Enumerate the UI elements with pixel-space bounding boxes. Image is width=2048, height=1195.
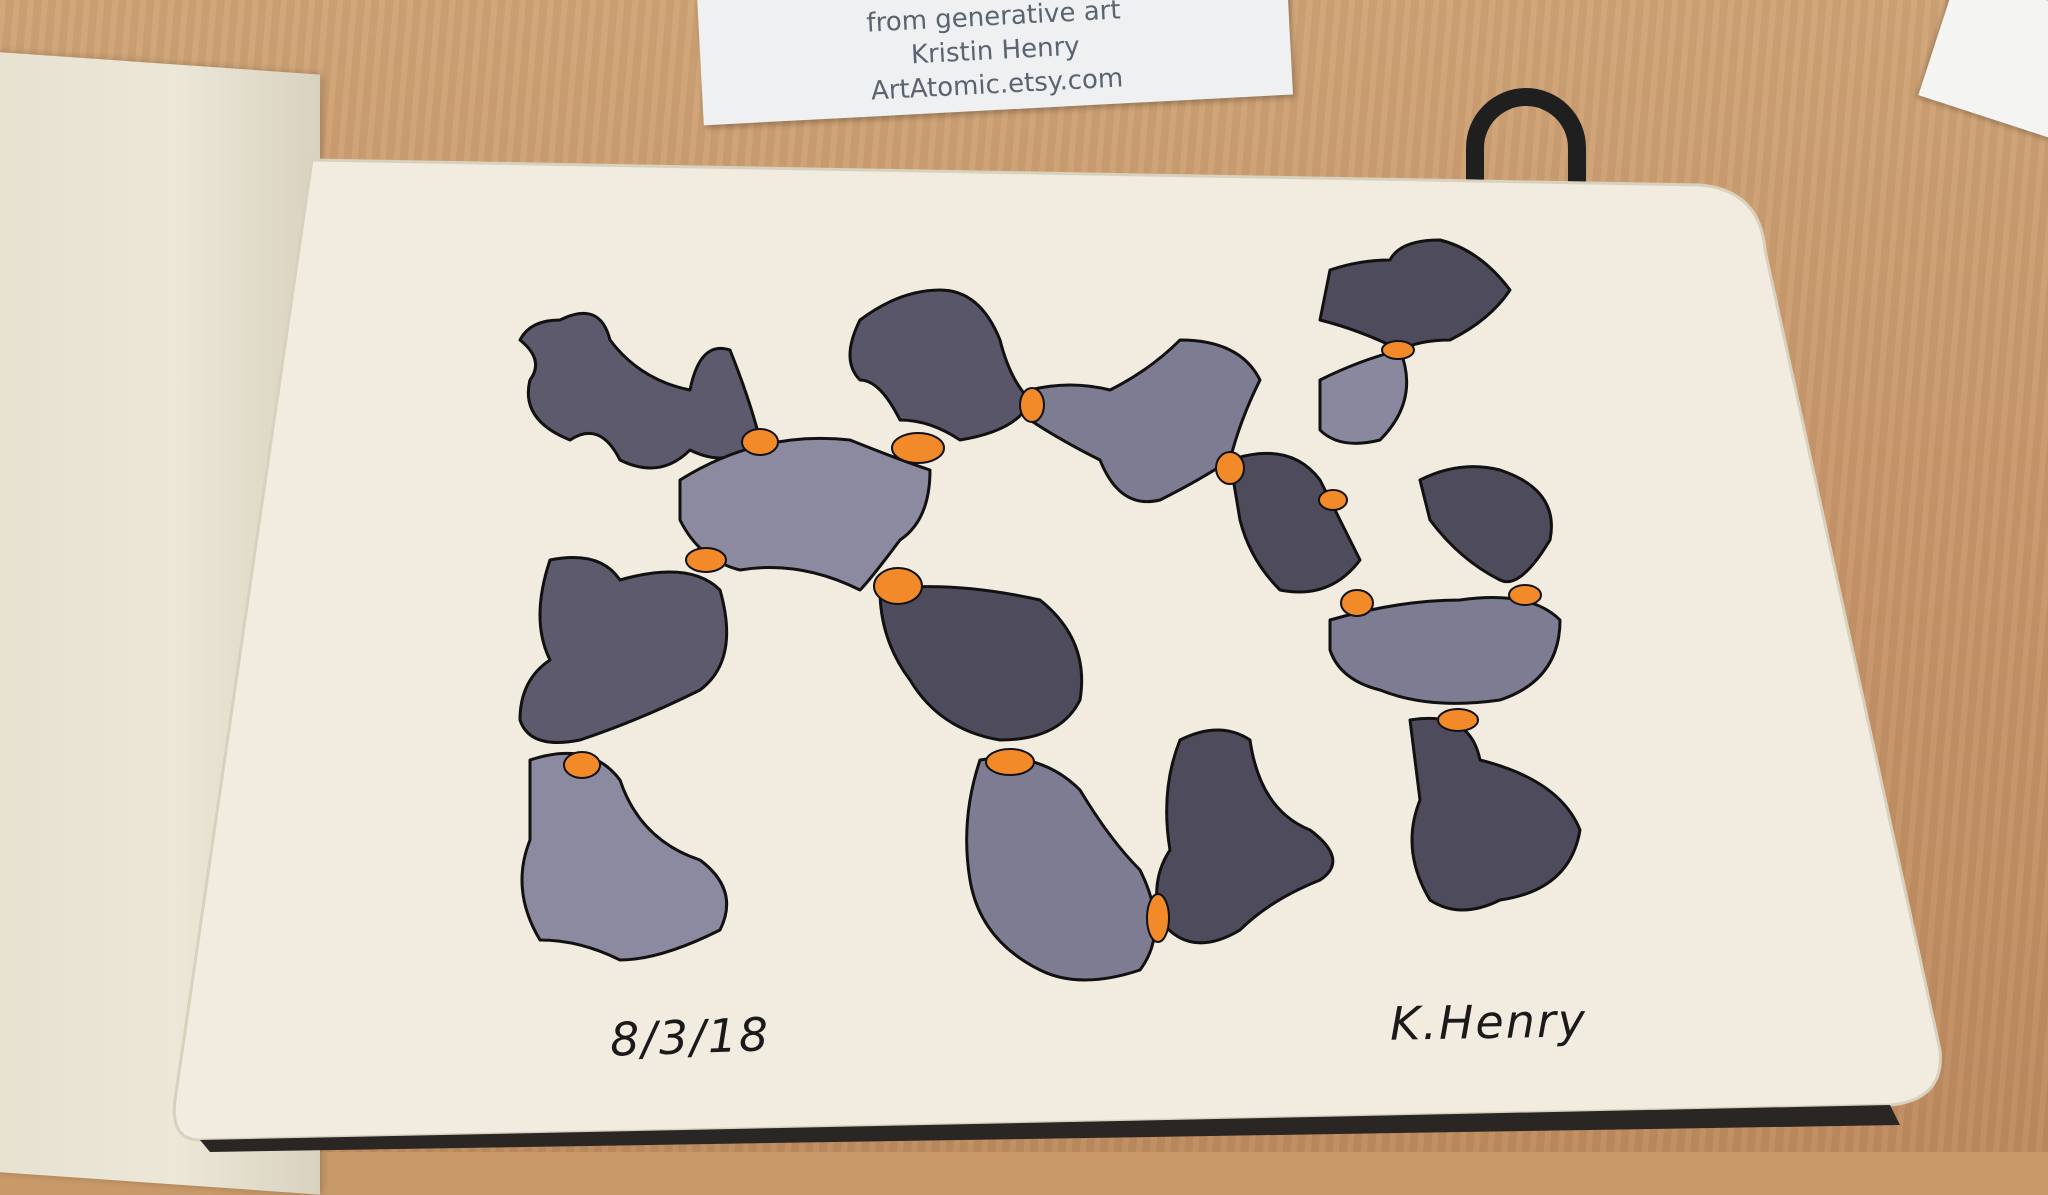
blob-11 — [518, 556, 729, 744]
blob-9 — [1328, 596, 1562, 705]
orange-joint-9 — [1437, 708, 1479, 732]
orange-joint-14 — [1146, 893, 1170, 943]
artist-signature: K.Henry — [1389, 993, 1588, 1051]
book-spine-edge — [200, 1105, 1900, 1152]
orange-joint-1 — [741, 428, 779, 456]
blob-4 — [1028, 338, 1262, 504]
blob-8 — [1418, 465, 1553, 583]
orange-joint-13 — [985, 748, 1035, 776]
orange-joint-7 — [1340, 589, 1374, 617]
orange-joint-8 — [1508, 584, 1542, 606]
blob-7 — [1228, 451, 1362, 594]
sketchbook-drawing — [172, 158, 1942, 1152]
blob-2 — [678, 436, 932, 592]
orange-joint-5 — [1381, 340, 1415, 360]
orange-joint-2 — [891, 432, 945, 464]
blob-3 — [848, 288, 1032, 442]
blob-14 — [965, 756, 1157, 982]
orange-joint-3 — [1019, 387, 1045, 423]
blob-1 — [518, 311, 762, 470]
blob-6 — [1318, 348, 1409, 445]
orange-joint-4 — [1215, 451, 1245, 485]
blob-12 — [520, 751, 729, 962]
blob-10 — [1408, 716, 1582, 912]
orange-joint-10 — [685, 547, 727, 573]
orange-joint-11 — [873, 567, 923, 605]
blob-15 — [1155, 728, 1335, 945]
orange-joint-12 — [563, 751, 601, 779]
sketch-date: 8/3/18 — [609, 1007, 771, 1067]
blob-13 — [878, 585, 1084, 742]
orange-joint-6 — [1318, 489, 1348, 511]
